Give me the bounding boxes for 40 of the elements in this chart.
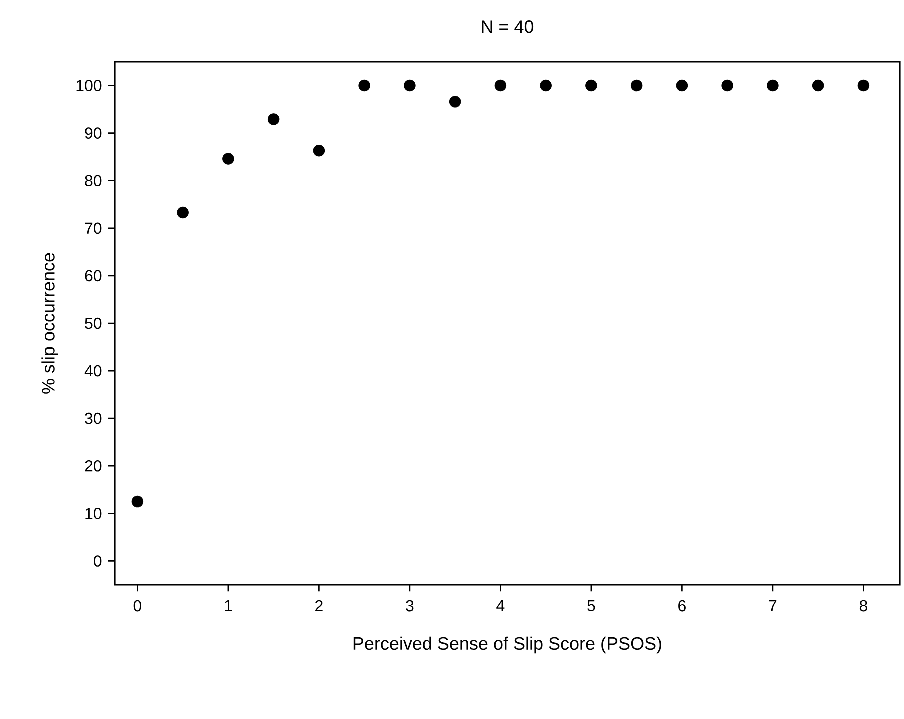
- y-tick-label: 40: [84, 365, 102, 377]
- point: [722, 80, 734, 92]
- x-tick-label: 2: [316, 600, 323, 612]
- y-tick-label: 70: [85, 222, 102, 234]
- point: [767, 80, 779, 92]
- point: [449, 96, 462, 108]
- y-tick-label: 80: [85, 175, 102, 187]
- x-tick-label: 4: [496, 600, 505, 612]
- x-tick-label: 0: [134, 600, 142, 612]
- point: [177, 206, 189, 219]
- x-tick-label: 7: [769, 600, 777, 612]
- x-tick-label: 5: [588, 600, 596, 612]
- y-axis-title: % slip occurrence: [42, 253, 58, 394]
- point: [812, 80, 824, 92]
- x-axis-title: Perceived Sense of Slip Score (PSOS): [354, 636, 662, 654]
- point: [676, 80, 688, 92]
- y-tick-label: 10: [86, 508, 102, 520]
- point: [132, 496, 144, 508]
- chart-title: N = 40: [482, 20, 534, 34]
- y-tick-label: 50: [85, 318, 102, 330]
- point: [313, 145, 326, 157]
- point: [630, 80, 643, 92]
- point: [494, 80, 507, 92]
- point: [222, 153, 234, 165]
- y-tick-label: 60: [85, 270, 102, 282]
- x-tick-label: 6: [678, 600, 686, 612]
- point: [586, 80, 598, 92]
- y-tick-label: 90: [85, 128, 102, 139]
- x-tick-label: 3: [406, 600, 414, 612]
- point: [268, 114, 280, 126]
- y-tick-label: 0: [94, 556, 102, 567]
- point: [358, 80, 370, 92]
- point: [404, 80, 416, 92]
- point: [540, 80, 552, 92]
- point: [858, 80, 870, 92]
- x-tick-label: 8: [860, 600, 868, 612]
- y-tick-label: 30: [85, 412, 102, 424]
- y-tick-label: 100: [76, 80, 102, 92]
- y-tick-label: 20: [85, 460, 102, 472]
- x-tick-label: 1: [225, 600, 232, 612]
